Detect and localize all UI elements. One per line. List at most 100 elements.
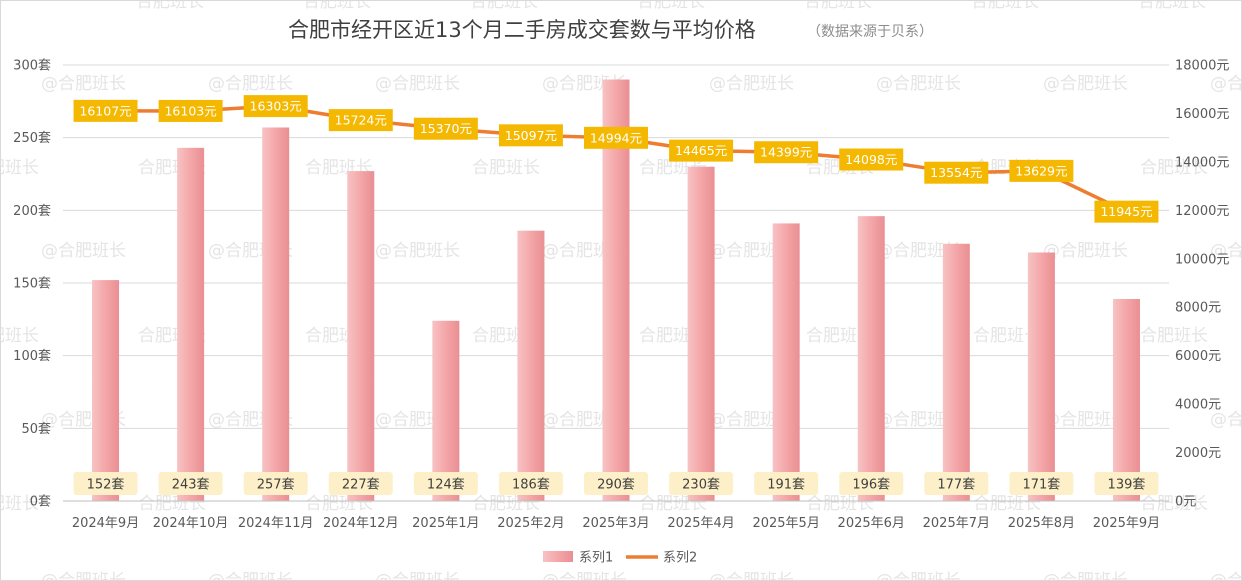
count-label-box	[158, 472, 223, 495]
price-label: 15370元	[420, 121, 472, 136]
watermark-text: 合肥班长	[1140, 326, 1208, 346]
axis-layer: 0套 50套 100套 150套 200套 250套 300套 0元 2000元 4000元 600…	[13, 58, 1229, 532]
chart-title: 合肥市经开区近13个月二手房成交套数与平均价格	[288, 18, 756, 42]
x-tick-label: 2025年6月	[838, 516, 905, 531]
bar	[347, 171, 375, 502]
legend-label: 系列1	[579, 551, 613, 566]
watermark-text: @合肥班长	[375, 571, 460, 580]
right-tick-label: 4000元	[1175, 398, 1221, 413]
count-label-box	[924, 472, 989, 495]
watermark-text: @合肥班长	[1210, 241, 1241, 261]
legend-label: 系列2	[663, 551, 697, 566]
watermark-text: 合肥班长	[1140, 158, 1208, 178]
bar	[602, 79, 630, 502]
count-label: 177套	[937, 477, 975, 493]
count-label: 257套	[257, 477, 295, 493]
watermark-text: 合肥班长	[1, 494, 39, 514]
count-label: 191套	[767, 477, 805, 493]
bar	[177, 147, 205, 501]
left-tick-label: 200套	[13, 203, 51, 219]
count-label: 124套	[427, 477, 465, 493]
price-label: 13629元	[1015, 163, 1067, 178]
watermark-text: @合肥班长	[1043, 74, 1128, 94]
count-label-box	[413, 472, 478, 495]
watermark-text: 合肥班长	[1, 326, 39, 346]
watermark-text: @合肥班长	[876, 410, 961, 430]
count-label: 243套	[172, 477, 210, 493]
count-label: 186套	[512, 477, 550, 493]
watermark-text: 合肥班长	[804, 1, 872, 12]
watermark-text: 合肥班长	[973, 494, 1041, 514]
label-layer: 16107元 16103元 16303元 15724元 15370元 15097元 1499…	[73, 95, 1159, 495]
x-tick-label: 2025年2月	[497, 516, 564, 531]
count-label-box	[1094, 472, 1159, 495]
right-tick-label: 8000元	[1175, 301, 1221, 316]
x-tick-label: 2025年3月	[582, 516, 649, 531]
legend-bar-swatch	[543, 551, 573, 562]
watermark-text: 合肥班长	[1, 158, 39, 178]
watermark-text: @合肥班长	[1210, 571, 1241, 580]
x-tick-label: 2025年5月	[752, 516, 819, 531]
watermark-text: 合肥班长	[806, 494, 874, 514]
watermark-text: @合肥班长	[1043, 571, 1128, 580]
price-label-box	[669, 139, 734, 162]
left-tick-label: 100套	[13, 348, 51, 364]
watermark-text: @合肥班长	[1043, 241, 1128, 261]
count-label: 290套	[597, 477, 635, 493]
x-tick-label: 2025年9月	[1093, 516, 1160, 531]
bar	[92, 280, 120, 501]
left-tick-label: 300套	[13, 58, 51, 74]
price-label-box	[1009, 159, 1074, 182]
bar	[432, 320, 460, 501]
price-label: 14399元	[760, 145, 812, 160]
watermark-text: 合肥班长	[1138, 1, 1206, 12]
watermark-text: @合肥班长	[41, 241, 126, 261]
price-label-box	[754, 141, 819, 164]
price-label-box	[413, 117, 478, 140]
count-label: 139套	[1108, 477, 1146, 493]
watermark-text: 合肥班长	[136, 1, 204, 12]
count-label: 227套	[342, 477, 380, 493]
price-label-box	[584, 126, 648, 149]
left-tick-label: 0套	[30, 494, 51, 510]
price-label-box	[498, 124, 563, 147]
watermark-text: @合肥班长	[1043, 410, 1128, 430]
price-label: 14465元	[675, 143, 727, 158]
x-tick-label: 2025年1月	[412, 516, 479, 531]
watermark-text: @合肥班长	[375, 74, 460, 94]
count-label-box	[498, 472, 563, 495]
x-tick-label: 2025年8月	[1008, 516, 1075, 531]
watermark-text: @合肥班长	[1210, 410, 1241, 430]
x-tick-label: 2024年9月	[72, 516, 139, 531]
bar	[1027, 252, 1055, 501]
price-label: 13554元	[930, 165, 982, 180]
watermark-text: @合肥班长	[1210, 74, 1241, 94]
count-label-box	[1009, 472, 1074, 495]
x-tick-label: 2025年4月	[667, 516, 734, 531]
watermark-text: 合肥班长	[973, 326, 1041, 346]
bar	[772, 223, 800, 501]
count-label-box	[584, 472, 648, 495]
count-label-box	[839, 472, 904, 495]
price-label: 16107元	[79, 103, 131, 118]
watermark-text: 合肥班长	[1140, 494, 1208, 514]
bar	[687, 166, 715, 501]
price-label: 14994元	[590, 130, 642, 145]
watermark-text: @合肥班长	[375, 241, 460, 261]
x-tick-label: 2024年12月	[323, 516, 399, 531]
count-label: 171套	[1022, 477, 1060, 493]
price-label-box	[328, 109, 393, 132]
right-tick-label: 6000元	[1175, 349, 1221, 364]
price-label: 16303元	[250, 99, 302, 114]
price-label-box	[158, 99, 223, 122]
count-label: 196套	[852, 477, 890, 493]
bar	[517, 230, 545, 501]
count-label: 152套	[87, 477, 125, 493]
watermark-text: @合肥班长	[542, 571, 627, 580]
count-label: 230套	[682, 477, 720, 493]
price-label: 14098元	[845, 152, 897, 167]
watermark-text: 合肥班长	[472, 158, 540, 178]
right-tick-label: 0元	[1175, 495, 1196, 510]
